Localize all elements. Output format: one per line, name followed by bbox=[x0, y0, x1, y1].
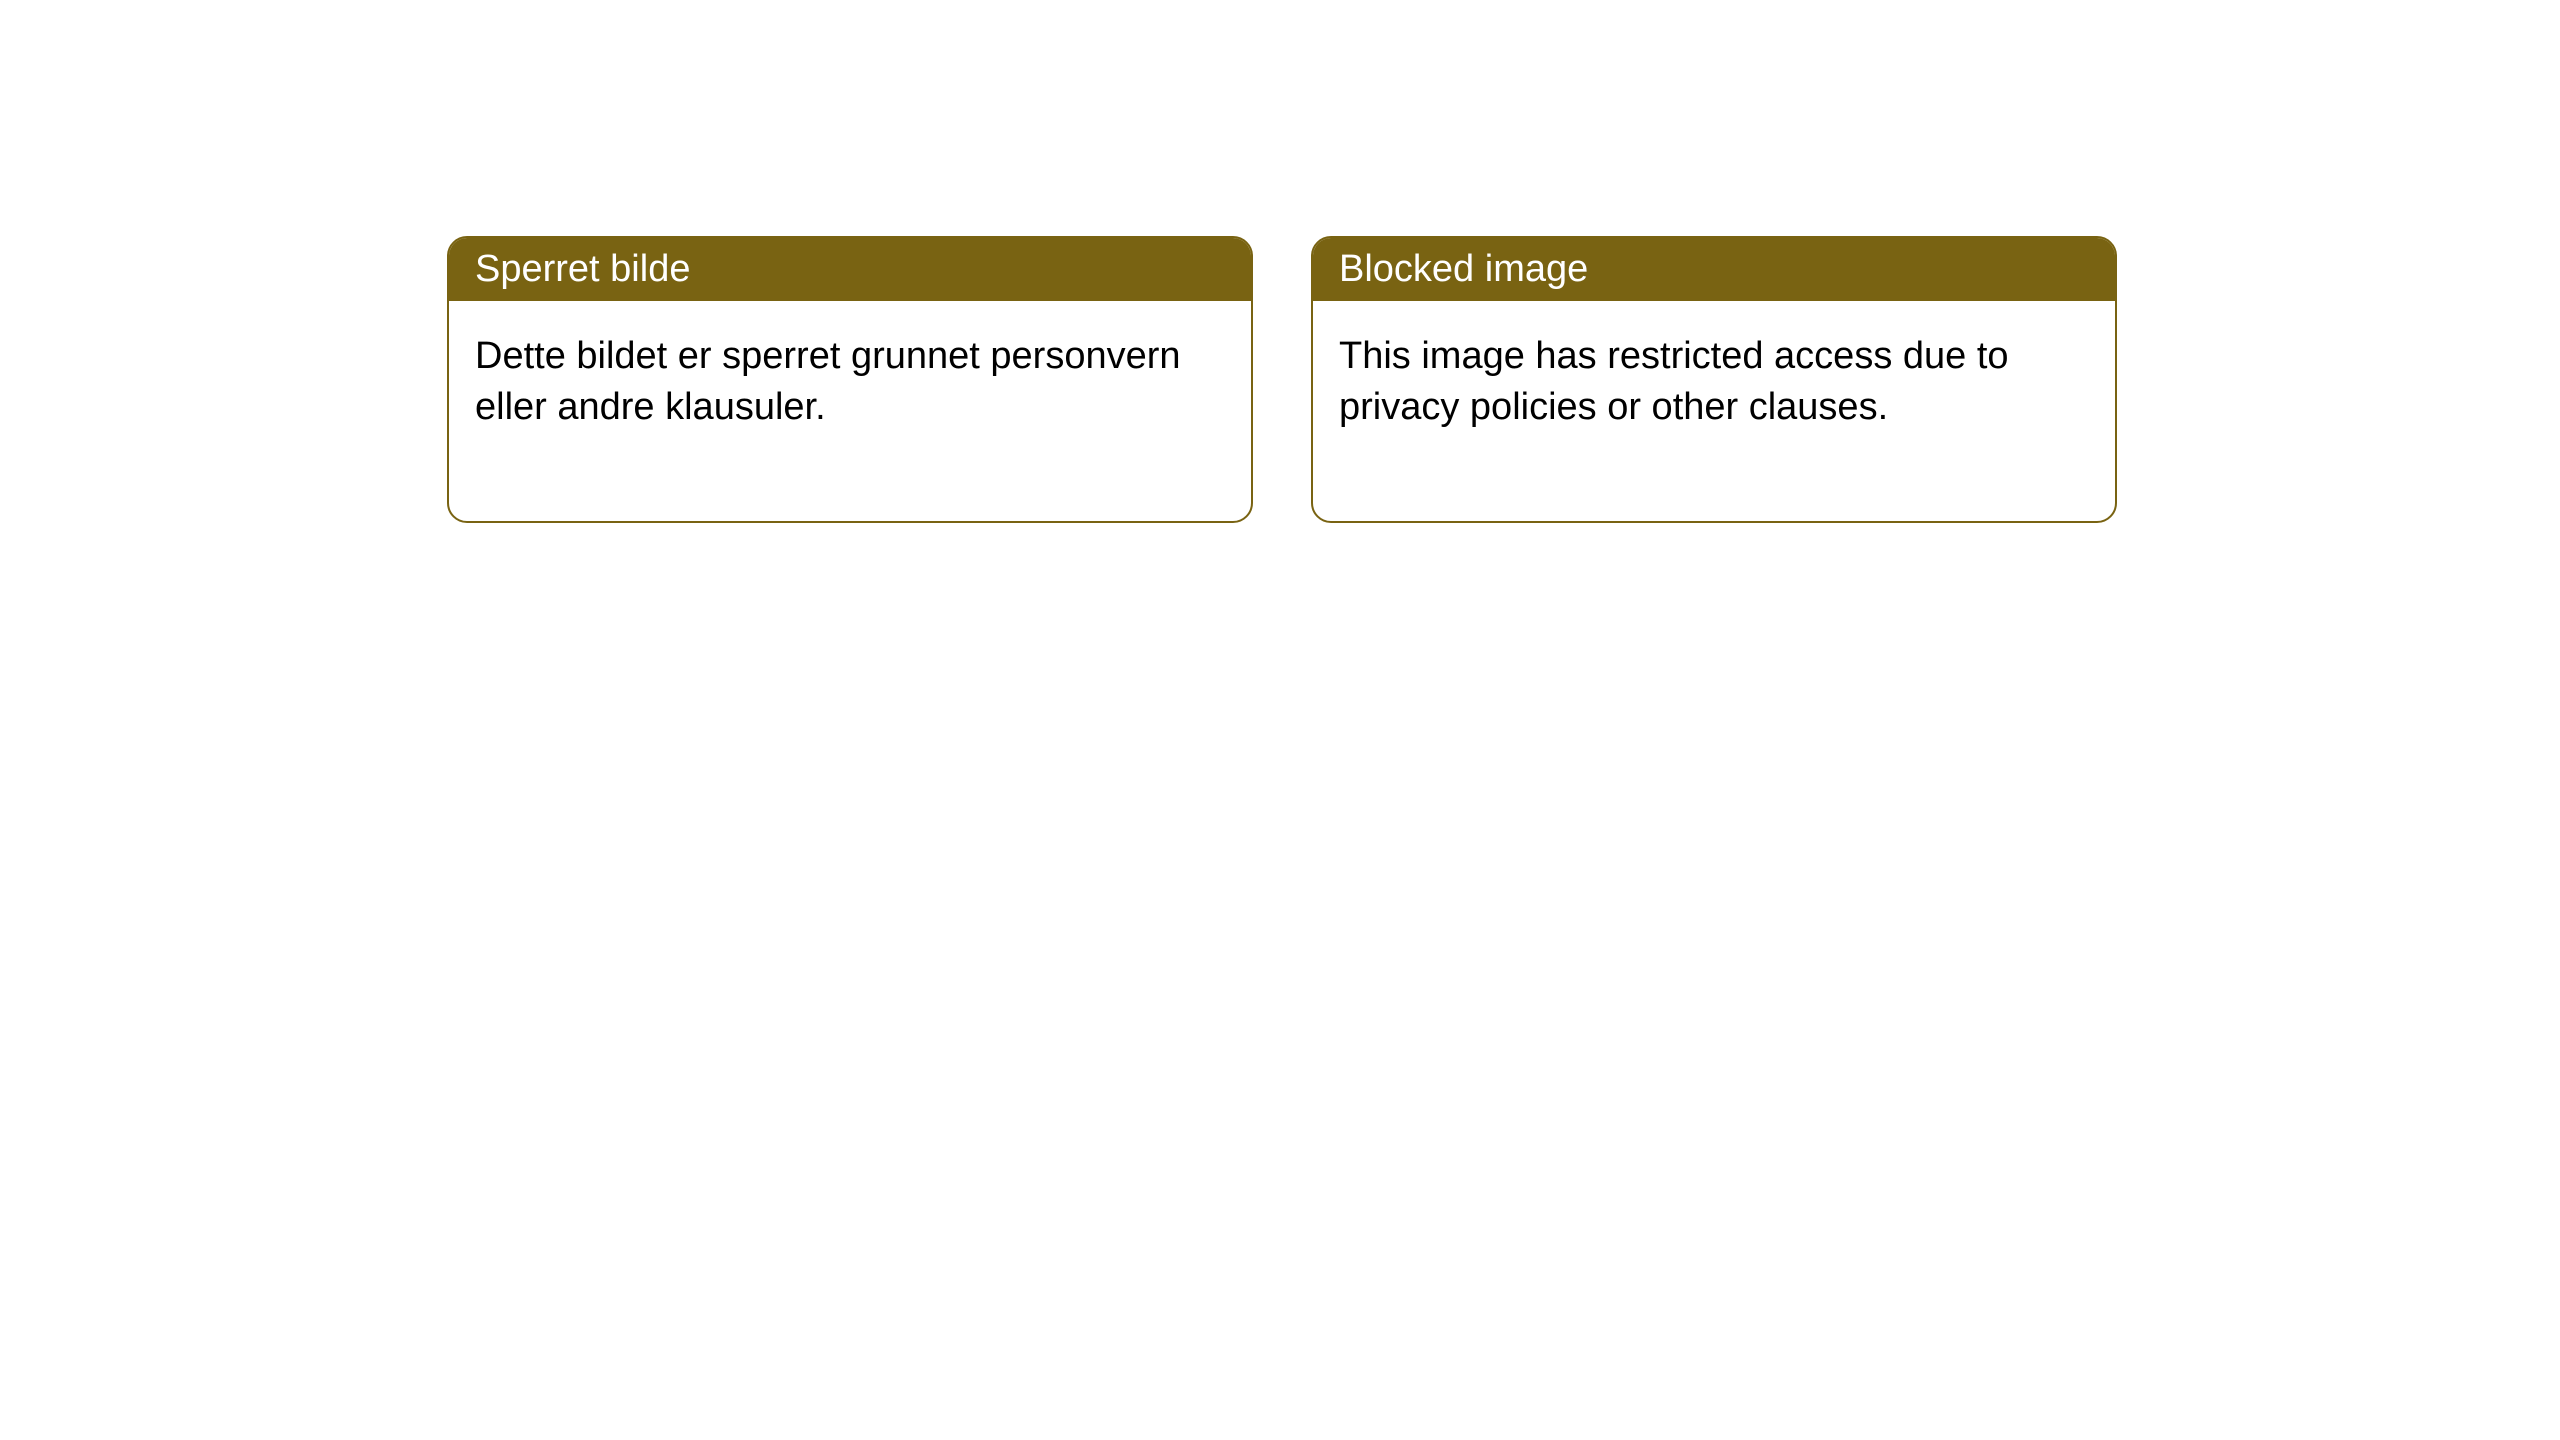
card-body-norwegian: Dette bildet er sperret grunnet personve… bbox=[449, 301, 1251, 521]
notice-cards-container: Sperret bilde Dette bildet er sperret gr… bbox=[447, 236, 2117, 523]
notice-card-english: Blocked image This image has restricted … bbox=[1311, 236, 2117, 523]
card-title: Blocked image bbox=[1339, 248, 1588, 290]
card-body-text: This image has restricted access due to … bbox=[1339, 335, 2009, 428]
card-body-english: This image has restricted access due to … bbox=[1313, 301, 2115, 521]
card-body-text: Dette bildet er sperret grunnet personve… bbox=[475, 335, 1181, 428]
card-header-english: Blocked image bbox=[1313, 238, 2115, 301]
notice-card-norwegian: Sperret bilde Dette bildet er sperret gr… bbox=[447, 236, 1253, 523]
card-title: Sperret bilde bbox=[475, 248, 690, 290]
card-header-norwegian: Sperret bilde bbox=[449, 238, 1251, 301]
